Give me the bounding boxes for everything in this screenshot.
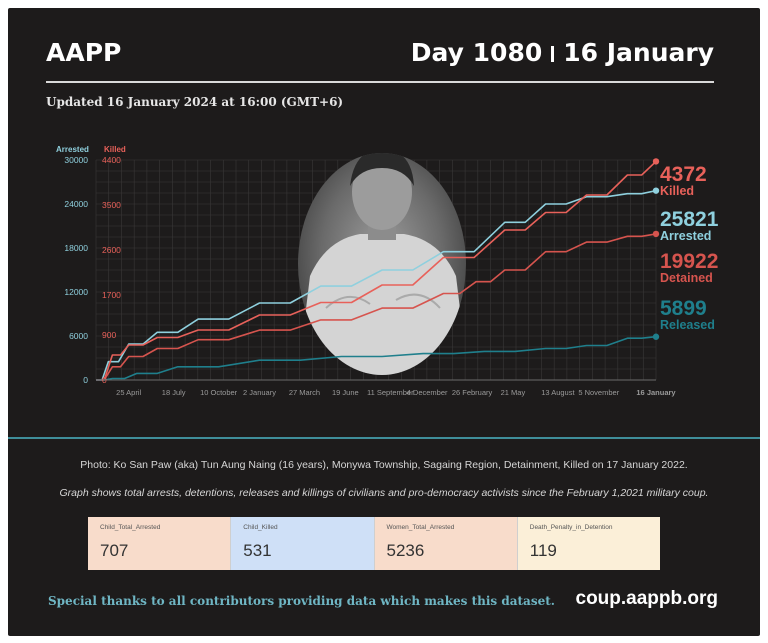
timeline-chart: Arrested Killed 0 6000 12000 18000 24000 30000 0… (56, 145, 719, 397)
end-label-name: Killed (660, 184, 694, 198)
end-point-arrested (652, 187, 660, 194)
left-tick-label: 18000 (64, 243, 88, 253)
stat-death-penalty-in-detention: Death_Penalty_in_Detention 119 (517, 517, 660, 570)
stat-value: 5236 (386, 541, 425, 560)
left-tick-label: 30000 (64, 155, 88, 165)
brand-title: AAPP (46, 38, 122, 67)
left-tick-label: 0 (83, 375, 88, 385)
stat-label: Women_Total_Arrested (386, 524, 455, 531)
stat-label: Child_Total_Arrested (100, 524, 161, 531)
header-divider (46, 81, 714, 83)
x-tick-label: 19 June (332, 388, 359, 397)
stat-women-total-arrested: Women_Total_Arrested 5236 (374, 517, 518, 570)
right-tick-label: 3500 (102, 200, 121, 210)
x-tick-label: 16 January (636, 388, 676, 397)
x-tick-label: 27 March (289, 388, 320, 397)
stat-label: Death_Penalty_in_Detention (529, 524, 613, 531)
x-tick-label: 5 November (578, 388, 619, 397)
stat-value: 531 (243, 541, 272, 560)
series-line-killed (96, 160, 657, 381)
x-tick-label: 21 May (501, 388, 526, 397)
x-tick-label: 25 April (116, 388, 141, 397)
end-label-value: 25821 (660, 208, 719, 231)
stat-value: 707 (100, 541, 129, 560)
right-axis-title: Killed (104, 145, 126, 154)
series-line-released (96, 335, 657, 381)
end-point-killed (652, 158, 660, 165)
right-tick-label: 1700 (102, 290, 121, 300)
section-divider (8, 437, 760, 439)
end-label-name: Released (660, 318, 715, 332)
end-label-name: Arrested (660, 229, 711, 243)
x-tick-label: 26 February (452, 388, 493, 397)
end-label-value: 4372 (660, 163, 707, 186)
stats-table: Child_Total_Arrested 707 Child_Killed 53… (88, 517, 660, 570)
end-label-value: 5899 (660, 297, 707, 320)
right-tick-label: 4400 (102, 155, 121, 165)
end-label-name: Detained (660, 271, 713, 285)
graph-note: Graph shows total arrests, detentions, r… (59, 487, 709, 499)
updated-timestamp: Updated 16 January 2024 at 16:00 (GMT+6) (46, 95, 344, 109)
right-tick-label: 0 (102, 375, 107, 385)
left-tick-label: 12000 (64, 287, 88, 297)
stat-child-total-arrested: Child_Total_Arrested 707 (88, 517, 232, 570)
series-line-arrested (96, 189, 657, 381)
x-tick-label: 4 December (407, 388, 448, 397)
left-tick-label: 24000 (64, 199, 88, 209)
x-tick-label: 18 July (162, 388, 186, 397)
end-point-released (652, 333, 660, 340)
stat-value: 119 (529, 541, 557, 560)
right-tick-label: 2600 (102, 245, 121, 255)
right-tick-label: 900 (102, 330, 116, 340)
x-tick-label: 13 August (541, 388, 575, 397)
end-label-value: 19922 (660, 250, 718, 273)
site-link[interactable]: coup.aappb.org (575, 588, 719, 609)
separator-bar (551, 46, 555, 62)
stat-child-killed: Child_Killed 531 (231, 517, 375, 570)
chart-axes: Arrested Killed 0 6000 12000 18000 24000 30000 0… (56, 145, 676, 397)
series-line-detained (96, 233, 657, 381)
date-label: 16 January (563, 38, 714, 67)
left-tick-label: 6000 (69, 331, 88, 341)
infographic-card: AAPP Day 1080 16 January Updated 16 Janua… (8, 8, 760, 636)
x-tick-label: 11 September (367, 388, 414, 397)
end-point-detained (652, 230, 660, 238)
thanks-note: Special thanks to all contributors provi… (48, 594, 555, 608)
photo-caption: Photo: Ko San Paw (aka) Tun Aung Naing (… (80, 459, 688, 471)
chart-series (96, 158, 660, 381)
stat-label: Child_Killed (243, 524, 278, 531)
day-counter: Day 1080 16 January (411, 38, 714, 67)
left-axis-title: Arrested (56, 145, 89, 154)
x-tick-label: 10 October (200, 388, 238, 397)
x-tick-label: 2 January (243, 388, 276, 397)
day-label: Day 1080 (410, 38, 543, 67)
